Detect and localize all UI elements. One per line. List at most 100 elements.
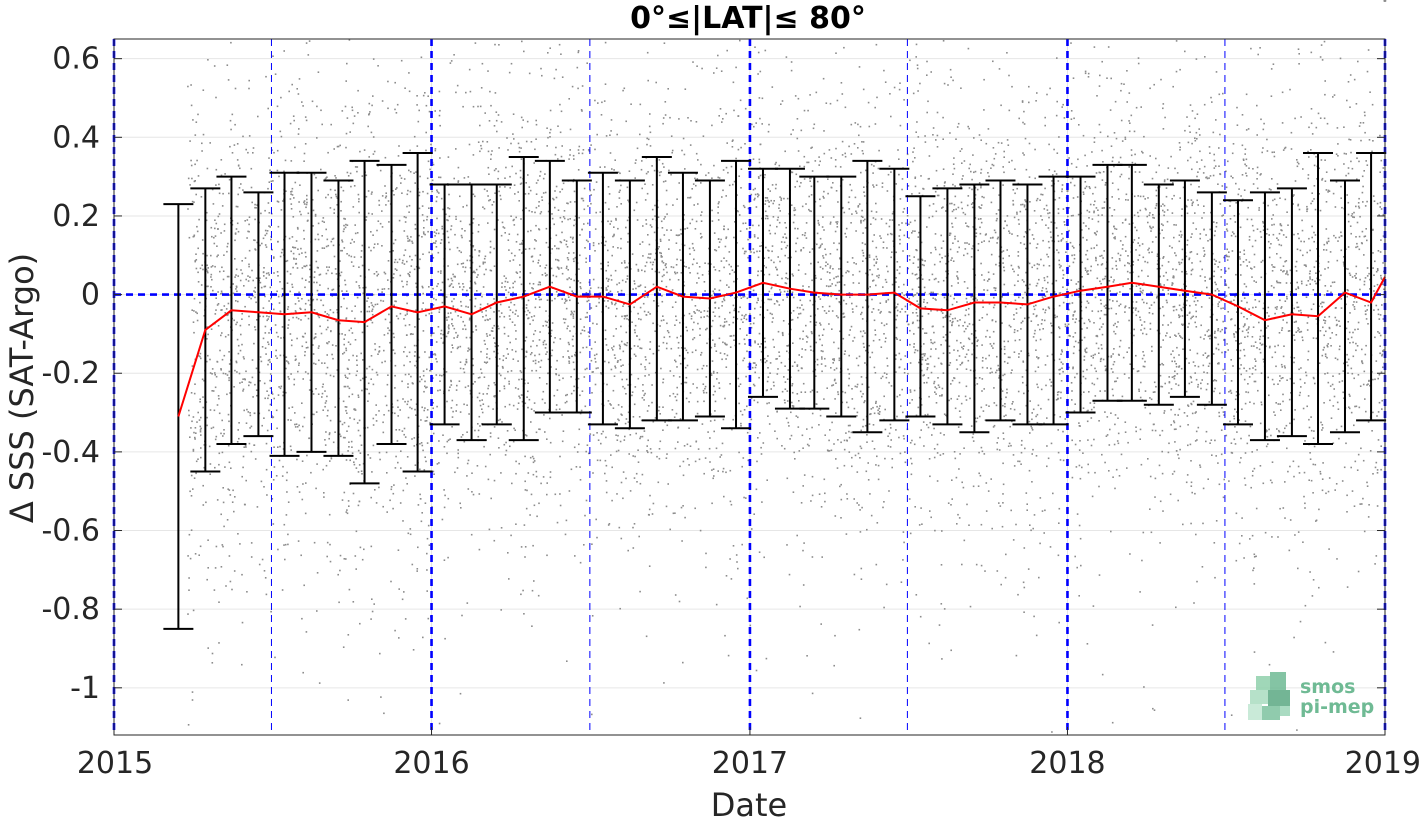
scatter-point	[249, 276, 251, 278]
scatter-point	[1176, 373, 1179, 375]
scatter-point	[398, 429, 401, 431]
scatter-point	[273, 272, 275, 274]
scatter-point	[1333, 388, 1335, 390]
scatter-point	[1007, 356, 1010, 359]
scatter-point	[1382, 262, 1384, 264]
scatter-point	[532, 283, 535, 285]
scatter-point	[889, 311, 892, 314]
scatter-point	[1188, 362, 1190, 364]
scatter-point	[199, 425, 202, 428]
scatter-point	[489, 90, 491, 93]
scatter-point	[1271, 461, 1274, 463]
scatter-point	[930, 371, 933, 374]
scatter-point	[443, 446, 446, 448]
scatter-point	[801, 434, 804, 437]
scatter-point	[1382, 185, 1385, 187]
scatter-point	[899, 124, 902, 127]
scatter-point	[635, 355, 637, 357]
scatter-point	[873, 448, 876, 450]
scatter-point	[1186, 314, 1189, 316]
scatter-point	[802, 330, 804, 333]
scatter-point	[480, 372, 483, 374]
scatter-point	[1289, 291, 1292, 293]
scatter-point	[218, 397, 220, 400]
scatter-point	[930, 348, 932, 350]
scatter-point	[396, 187, 398, 189]
scatter-point	[1116, 326, 1118, 328]
scatter-point	[1104, 184, 1107, 186]
scatter-point	[302, 105, 304, 107]
scatter-point	[447, 278, 449, 281]
scatter-point	[1003, 348, 1006, 351]
scatter-point	[1276, 281, 1279, 284]
scatter-point	[1171, 473, 1174, 475]
scatter-point	[217, 303, 220, 305]
scatter-point	[1233, 415, 1235, 417]
scatter-point	[481, 411, 484, 414]
scatter-point	[766, 380, 769, 383]
scatter-point	[1255, 281, 1257, 283]
scatter-point	[237, 193, 239, 196]
scatter-point	[427, 617, 430, 620]
scatter-point	[1009, 356, 1011, 359]
scatter-point	[1094, 296, 1097, 299]
scatter-point	[841, 154, 844, 156]
scatter-point	[821, 556, 823, 558]
scatter-point	[950, 76, 952, 78]
scatter-point	[547, 210, 550, 213]
scatter-point	[411, 407, 413, 410]
scatter-point	[546, 554, 548, 557]
scatter-point	[500, 198, 502, 201]
scatter-point	[1033, 332, 1036, 335]
scatter-point	[424, 380, 426, 383]
scatter-point	[972, 202, 974, 204]
scatter-point	[375, 371, 378, 374]
scatter-point	[190, 392, 193, 394]
scatter-point	[605, 135, 608, 137]
scatter-point	[570, 392, 573, 395]
scatter-point	[1218, 261, 1221, 263]
scatter-point	[761, 217, 763, 220]
scatter-point	[971, 295, 974, 298]
scatter-point	[949, 295, 952, 297]
scatter-point	[354, 409, 357, 411]
scatter-point	[1324, 641, 1327, 644]
scatter-point	[445, 371, 448, 373]
scatter-point	[957, 278, 959, 280]
scatter-point	[437, 326, 440, 328]
scatter-point	[386, 472, 388, 474]
scatter-point	[214, 438, 217, 441]
scatter-point	[1013, 318, 1015, 320]
scatter-point	[1036, 267, 1039, 270]
scatter-point	[460, 436, 463, 438]
scatter-point	[231, 113, 234, 116]
scatter-point	[1377, 331, 1379, 333]
scatter-point	[1028, 142, 1031, 145]
scatter-point	[1290, 148, 1293, 150]
scatter-point	[981, 274, 983, 276]
scatter-point	[828, 310, 830, 312]
scatter-point	[323, 492, 325, 494]
scatter-point	[432, 287, 434, 290]
scatter-point	[662, 262, 665, 264]
scatter-point	[1362, 383, 1365, 386]
scatter-point	[919, 82, 921, 85]
scatter-point	[1076, 372, 1078, 375]
scatter-point	[836, 281, 839, 284]
scatter-point	[691, 299, 693, 301]
scatter-point	[695, 184, 697, 187]
scatter-point	[1297, 204, 1299, 207]
scatter-point	[1204, 280, 1206, 282]
scatter-point	[661, 295, 663, 297]
scatter-point	[210, 286, 212, 288]
scatter-point	[733, 109, 735, 112]
scatter-point	[1034, 148, 1036, 151]
scatter-point	[1147, 275, 1149, 277]
scatter-point	[1337, 408, 1340, 410]
scatter-point	[263, 285, 266, 288]
scatter-point	[346, 62, 348, 65]
scatter-point	[827, 450, 829, 452]
scatter-point	[368, 365, 371, 368]
scatter-point	[546, 299, 549, 301]
scatter-point	[301, 617, 303, 620]
